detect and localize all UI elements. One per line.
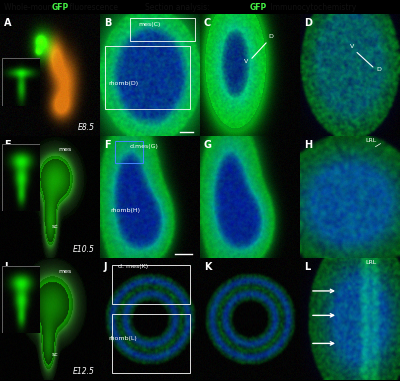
Text: E12.5: E12.5 xyxy=(73,367,95,376)
Text: V: V xyxy=(350,44,354,49)
Text: rhomb(D): rhomb(D) xyxy=(108,81,138,86)
Text: E: E xyxy=(4,140,11,150)
Bar xyxy=(130,18,195,41)
Text: rhomb(H): rhomb(H) xyxy=(110,208,140,213)
Text: LRL: LRL xyxy=(365,138,376,143)
Text: d.mes(G): d.mes(G) xyxy=(130,144,159,149)
Text: B: B xyxy=(104,18,111,28)
Bar xyxy=(112,265,190,304)
Text: mes(C): mes(C) xyxy=(138,22,160,27)
Text: LRL: LRL xyxy=(365,260,376,265)
Text: L: L xyxy=(304,262,310,272)
Text: mes: mes xyxy=(58,147,71,152)
Text: G: G xyxy=(204,140,212,150)
Text: GFP: GFP xyxy=(52,3,69,11)
Bar xyxy=(115,141,143,163)
Text: F: F xyxy=(104,140,111,150)
Text: C: C xyxy=(204,18,211,28)
Text: mes: mes xyxy=(58,269,71,274)
Text: D: D xyxy=(268,34,273,39)
Bar xyxy=(105,46,190,109)
Text: d. mes(K): d. mes(K) xyxy=(118,264,148,269)
Text: Immunocytochemistry: Immunocytochemistry xyxy=(268,3,356,11)
Text: V: V xyxy=(244,59,248,64)
Text: E10.5: E10.5 xyxy=(73,245,95,255)
Text: Whole-mount: Whole-mount xyxy=(4,3,58,11)
Text: GFP: GFP xyxy=(250,3,267,11)
Text: K: K xyxy=(204,262,212,272)
Text: D: D xyxy=(376,67,381,72)
Text: fluorescence: fluorescence xyxy=(67,3,118,11)
Text: D: D xyxy=(304,18,312,28)
Text: sc: sc xyxy=(52,352,59,357)
Text: Section analysis:: Section analysis: xyxy=(145,3,212,11)
Text: A: A xyxy=(4,18,12,28)
Bar xyxy=(112,314,190,373)
Text: H: H xyxy=(304,140,312,150)
Text: rhomb(L): rhomb(L) xyxy=(108,336,137,341)
Text: J: J xyxy=(104,262,108,272)
Text: I: I xyxy=(4,262,8,272)
Text: sc: sc xyxy=(52,224,59,229)
Text: E8.5: E8.5 xyxy=(78,123,95,132)
